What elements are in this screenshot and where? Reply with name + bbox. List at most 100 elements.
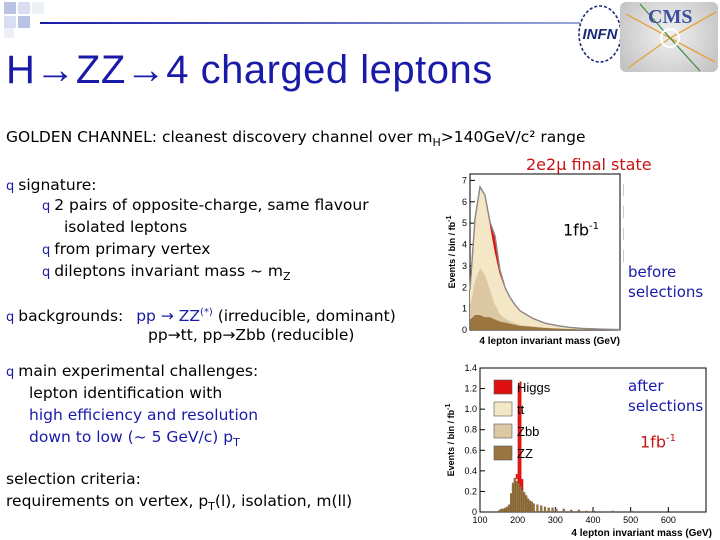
x-tick-label: 600 <box>661 515 676 525</box>
golden-channel-text: GOLDEN CHANNEL: cleanest discovery chann… <box>6 128 433 146</box>
bar-zz <box>504 507 507 513</box>
bar-zz <box>509 493 513 513</box>
lumi-exponent: -1 <box>665 433 676 444</box>
selection-subscript: T <box>208 500 215 514</box>
bar-zz <box>611 510 614 513</box>
backgrounds-reducible: pp→tt, pp→Zbb (reducible) <box>148 326 355 344</box>
bar-zz <box>526 498 530 513</box>
golden-channel-subscript: H <box>432 136 441 150</box>
legend-swatch-zbb <box>493 423 513 439</box>
y-tick-label: 1.0 <box>464 404 477 414</box>
corner-decoration <box>0 0 120 40</box>
y-tick-label: 1 <box>462 304 467 314</box>
y-tick-label: 6 <box>462 197 467 207</box>
x-tick-label: 100 <box>472 515 487 525</box>
challenges-label: main experimental challenges: <box>18 362 259 380</box>
y-tick-label: 0.6 <box>464 445 477 455</box>
legend-swatch-higgs <box>493 379 513 395</box>
bar-zz <box>517 483 520 513</box>
bullet-icon: q <box>42 265 51 280</box>
lumi-label-top: 1fb-1 <box>563 216 599 240</box>
y-tick-label: 0 <box>472 507 477 517</box>
backgrounds-process: pp → ZZ <box>136 307 200 326</box>
sub-bullet-text: 2 pairs of opposite-charge, same flavour <box>54 196 369 214</box>
bullet-icon: q <box>6 179 15 194</box>
bar-zz <box>551 507 554 513</box>
after-line-1: after <box>628 377 664 395</box>
x-axis-label: 4 lepton invariant mass (GeV) <box>479 336 620 346</box>
backgrounds-line-1: q backgrounds: pp → ZZ(*) (irreducible, d… <box>6 302 396 329</box>
y-tick-label: 2 <box>462 282 467 292</box>
y-tick-label: 0.4 <box>464 466 477 476</box>
x-axis-label: 4 lepton invariant mass (GeV) <box>571 528 712 539</box>
selection-text: requirements on vertex, p <box>6 492 209 510</box>
bar-higgs <box>517 385 520 484</box>
lumi-base: 1fb <box>563 220 589 240</box>
golden-channel-range: >140GeV/c² range <box>440 128 586 146</box>
bar-zz <box>555 508 558 513</box>
bar-tt <box>515 479 518 481</box>
bar-zz <box>508 504 511 513</box>
y-tick-label: 0.2 <box>464 486 477 496</box>
slide-title: H→ZZ→4 charged leptons <box>6 48 493 92</box>
bar-zz <box>511 483 515 513</box>
bar-zz <box>630 510 633 513</box>
bullet-icon: q <box>42 243 51 258</box>
bar-zz <box>577 509 580 513</box>
bar-higgs <box>519 381 522 487</box>
bar-zz <box>528 500 532 513</box>
y-tick-label: 5 <box>462 218 467 228</box>
cms-wordmark: CMS <box>648 6 693 28</box>
y-tick-label: 4 <box>462 240 467 250</box>
x-tick-label: 300 <box>548 515 563 525</box>
legend-label-higgs: Higgs <box>517 380 551 395</box>
selection-line: requirements on vertex, pT(l), isolation… <box>6 490 352 518</box>
before-line-2: selections <box>628 283 704 301</box>
bar-zz <box>515 480 518 513</box>
after-line-2: selections <box>628 397 704 415</box>
backgrounds-label: backgrounds: <box>18 307 124 326</box>
y-tick-label: 1.2 <box>464 384 477 394</box>
bar-zz <box>506 506 509 513</box>
bullet-icon: q <box>6 365 15 380</box>
y-tick-label: 1.4 <box>464 363 477 373</box>
before-line-1: before <box>628 263 677 281</box>
y-tick-label: 7 <box>462 175 467 185</box>
legend-swatch-zz <box>493 445 513 461</box>
bar-zz <box>592 510 596 513</box>
mass-plot-before-selection: 01234567HiggsttZbbZZ4 lepton invariant m… <box>446 173 624 346</box>
x-tick-label: 200 <box>510 515 525 525</box>
total-outline <box>469 184 621 331</box>
sub-bullet-text: from primary vertex <box>54 240 211 258</box>
legend-swatch-tt <box>493 401 513 417</box>
x-tick-label: 400 <box>585 515 600 525</box>
selection-head: selection criteria: <box>6 470 141 488</box>
bar-zz <box>521 489 524 513</box>
legend-label-tt: tt <box>517 402 525 417</box>
sub-bullet-continuation: isolated leptons <box>64 216 187 238</box>
bar-zz <box>519 486 522 513</box>
bar-higgs <box>521 479 524 490</box>
mz-subscript: Z <box>282 270 291 284</box>
legend-label-zbb: Zbb <box>517 424 539 439</box>
challenges-line-3-text: down to low (~ 5 GeV/c) p <box>29 428 234 446</box>
signature-bullet: q signature: <box>6 174 97 198</box>
lumi-label-bottom: 1fb-1 <box>640 428 676 452</box>
bar-zz <box>585 510 588 513</box>
challenges-line-1: lepton identification with <box>29 384 223 402</box>
final-state-label: 2e2μ final state <box>526 155 652 174</box>
bar-zz <box>502 508 505 513</box>
pt-subscript: T <box>233 436 240 450</box>
backgrounds-line-2: pp→tt, pp→Zbb (reducible) <box>148 324 354 346</box>
infn-logo: INFN <box>574 2 626 68</box>
bar-zz <box>570 509 573 513</box>
bar-zz <box>513 477 516 513</box>
bar-higgs <box>515 473 518 480</box>
bar-zz <box>498 509 501 513</box>
sub-bullet-mass: q dileptons invariant mass ~ mZ <box>42 260 291 288</box>
cms-logo: CMS <box>620 2 718 72</box>
golden-channel-line: GOLDEN CHANNEL: cleanest discovery chann… <box>6 126 585 154</box>
sub-bullet-text: dileptons invariant mass ~ m <box>54 262 283 280</box>
x-tick-label: 500 <box>623 515 638 525</box>
